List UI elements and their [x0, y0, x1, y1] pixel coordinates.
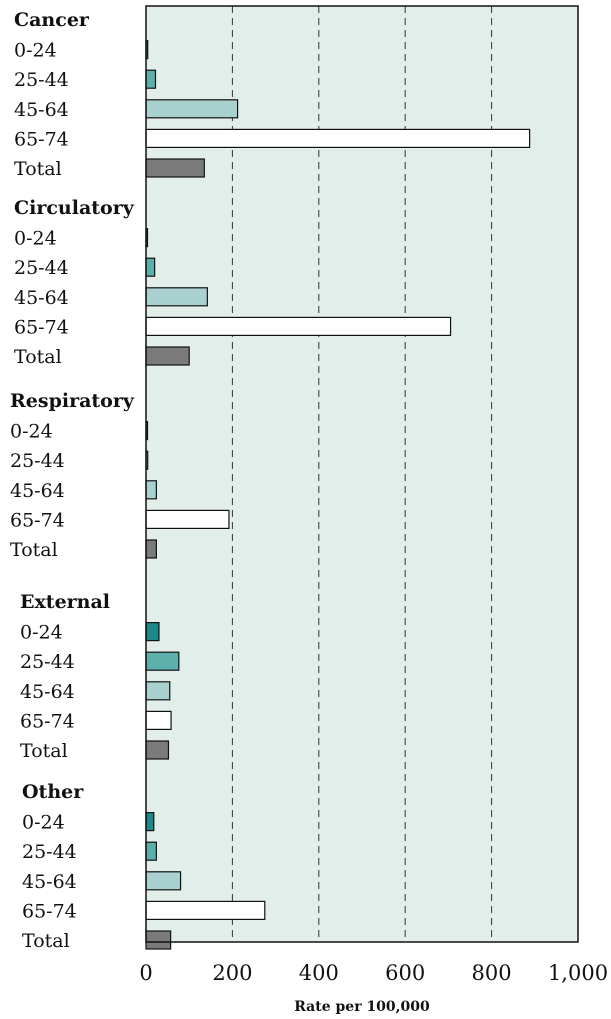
category-label: 0-24 [14, 40, 57, 62]
bar-circulatory-45-64 [145, 287, 208, 307]
category-label: Total [22, 930, 70, 952]
category-label: 25-44 [22, 841, 77, 863]
bar-external-total [145, 740, 170, 760]
group-label-circulatory: Circulatory [14, 197, 135, 219]
category-labels: Cancer 0-24 25-44 45-64 65-74 Total Circulator… [10, 9, 135, 952]
x-tick-label: 800 [472, 961, 512, 985]
bar-circulatory-25-44 [145, 257, 156, 277]
category-label: 65-74 [14, 316, 69, 338]
plot-frame [145, 5, 579, 943]
bar-cancer-45-64 [145, 99, 239, 119]
category-label: 25-44 [14, 257, 69, 279]
group-label-cancer: Cancer [14, 9, 90, 31]
bar-external-0-24 [145, 621, 160, 642]
category-label: 0-24 [20, 622, 63, 644]
category-label: 65-74 [10, 509, 65, 531]
bar-external-25-44 [145, 651, 180, 671]
bar-respiratory-65-74 [145, 509, 230, 529]
category-label: 0-24 [22, 812, 65, 834]
bar-circulatory-65-74 [145, 316, 452, 336]
bar-other-25-44 [145, 841, 157, 861]
bar-circulatory-total [145, 346, 190, 366]
bars [145, 39, 531, 950]
group-label-respiratory: Respiratory [10, 390, 135, 412]
group-label-other: Other [22, 781, 84, 803]
category-label: Total [20, 740, 68, 762]
plot-background [146, 6, 578, 942]
category-label: 25-44 [10, 450, 65, 472]
bar-other-0-24 [145, 811, 155, 832]
category-label: Total [10, 539, 58, 561]
category-label: 45-64 [20, 681, 75, 703]
category-label: 65-74 [20, 710, 75, 732]
category-label: 0-24 [10, 421, 53, 443]
x-tick-labels: 0 200 400 600 800 1,000 [139, 961, 608, 985]
x-tick-label: 600 [385, 961, 425, 985]
bar-external-45-64 [145, 681, 171, 701]
x-tick-label: 1,000 [548, 961, 608, 985]
category-label: 0-24 [14, 228, 57, 250]
grid-lines [231, 6, 493, 942]
x-tick-label: 200 [212, 961, 252, 985]
bar-cancer-25-44 [145, 69, 157, 89]
x-axis-label: Rate per 100,000 [294, 999, 430, 1015]
category-label: Total [14, 346, 62, 368]
category-label: 65-74 [14, 128, 69, 150]
x-tick-label: 400 [299, 961, 339, 985]
bar-other-65-74 [145, 900, 266, 921]
category-label: 25-44 [20, 651, 75, 673]
bar-cancer-65-74 [145, 128, 531, 148]
category-label: 45-64 [14, 287, 69, 309]
category-label: 45-64 [10, 480, 65, 502]
x-tick-label: 0 [139, 961, 152, 985]
bar-other-45-64 [145, 871, 182, 891]
bar-external-65-74 [145, 710, 172, 731]
bar-respiratory-total [145, 539, 157, 559]
category-label: 65-74 [22, 900, 77, 922]
bar-other-total [145, 930, 172, 950]
category-label: 45-64 [14, 99, 69, 121]
bar-cancer-total [145, 158, 205, 178]
bar-respiratory-45-64 [145, 480, 157, 500]
category-label: Total [14, 158, 62, 180]
group-label-external: External [20, 591, 110, 613]
category-label: 25-44 [14, 69, 69, 91]
category-label: 45-64 [22, 871, 77, 893]
